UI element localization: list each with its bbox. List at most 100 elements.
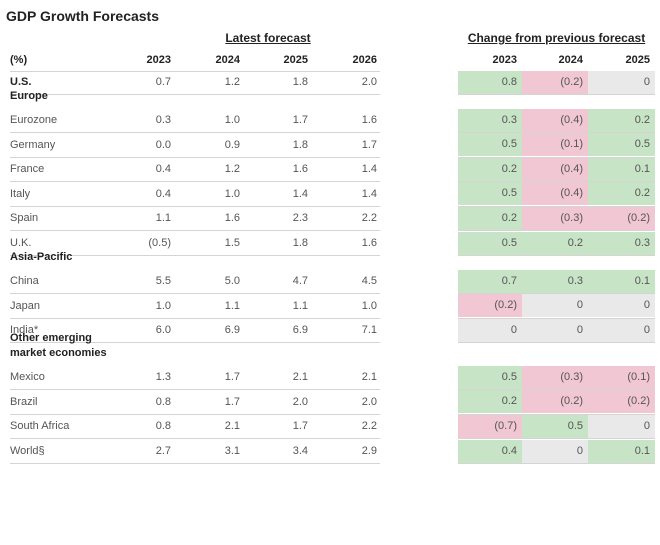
- cell: 1.6: [361, 114, 377, 126]
- change-cell: (0.4): [522, 157, 588, 181]
- separator: [458, 342, 655, 344]
- group-header: Change from previous forecast: [467, 31, 646, 45]
- cell: 2.7: [155, 445, 171, 457]
- change-cell: 0.1: [588, 269, 655, 293]
- cell: 7.1: [361, 324, 377, 337]
- section-heading: Other emerging: [10, 332, 92, 345]
- cell: 1.7: [361, 138, 377, 151]
- row-label: Italy: [10, 187, 31, 200]
- change-cell: 0.5: [458, 182, 522, 206]
- separator: [10, 132, 380, 133]
- separator: [458, 293, 655, 294]
- cell: 6.9: [292, 324, 308, 337]
- change-cell: (0.2): [522, 390, 588, 414]
- cell: 1.4: [361, 187, 377, 200]
- separator: [10, 438, 380, 440]
- separator: [10, 293, 380, 294]
- cell: 1.6: [361, 237, 377, 249]
- change-cell: (0.7): [458, 414, 522, 438]
- group-header: Latest forecast: [225, 31, 311, 45]
- cell: 2.2: [361, 212, 377, 225]
- change-cell: (0.2): [458, 294, 522, 318]
- change-cell: 0.8: [458, 70, 522, 94]
- change-cell: 0: [588, 294, 655, 318]
- separator: [458, 438, 655, 440]
- change-cell: 0.5: [458, 133, 522, 157]
- row-label: India*: [10, 324, 39, 337]
- change-cell: 0.5: [588, 133, 655, 157]
- cell: 2.9: [361, 445, 377, 457]
- separator: [10, 156, 380, 158]
- separator: [458, 255, 655, 256]
- change-cell: (0.1): [522, 133, 588, 157]
- cell: 5.5: [155, 275, 171, 287]
- column-header: 2023: [492, 54, 517, 66]
- cell: 1.8: [292, 138, 308, 151]
- cell: 2.1: [361, 371, 377, 384]
- row-label: China: [10, 275, 39, 287]
- cell: 4.5: [361, 275, 377, 287]
- cell: 0.3: [155, 114, 171, 126]
- title: GDP Growth Forecasts: [6, 8, 160, 24]
- change-cell: (0.3): [522, 365, 588, 389]
- cell: 1.1: [224, 299, 240, 312]
- section-heading: Europe: [10, 90, 48, 102]
- cell: 0.8: [155, 420, 171, 433]
- separator: [10, 342, 380, 344]
- row-label: South Africa: [10, 420, 70, 433]
- row-label: Spain: [10, 212, 39, 225]
- change-cell: 0.2: [458, 206, 522, 230]
- cell: 3.1: [224, 445, 240, 457]
- separator: [458, 94, 655, 95]
- cell: 1.3: [155, 371, 171, 384]
- row-label: Japan: [10, 299, 40, 312]
- change-cell: 0: [588, 318, 655, 342]
- separator: [458, 317, 655, 319]
- separator: [458, 156, 655, 158]
- cell: 1.8: [292, 76, 308, 88]
- change-cell: 0.2: [588, 108, 655, 132]
- cell: 1.4: [361, 163, 377, 176]
- cell: 1.4: [292, 187, 308, 200]
- separator: [10, 255, 380, 256]
- change-cell: (0.1): [588, 365, 655, 389]
- change-cell: (0.2): [588, 390, 655, 414]
- separator: [10, 205, 380, 207]
- column-header: 2026: [352, 54, 377, 66]
- change-cell: 0.2: [458, 390, 522, 414]
- change-cell: 0.2: [522, 231, 588, 255]
- separator: [458, 205, 655, 207]
- cell: 6.9: [224, 324, 240, 337]
- cell: 0.0: [155, 138, 171, 151]
- section-heading: Asia-Pacific: [10, 251, 73, 263]
- change-cell: 0: [458, 318, 522, 342]
- change-cell: 0.5: [522, 414, 588, 438]
- cell: 2.0: [361, 76, 377, 88]
- cell: 1.0: [224, 187, 240, 200]
- cell: 1.0: [155, 299, 171, 312]
- cell: 2.3: [292, 212, 308, 225]
- change-cell: 0: [522, 294, 588, 318]
- cell: 0.7: [155, 76, 171, 88]
- cell: 2.1: [292, 371, 308, 384]
- cell: 1.1: [292, 299, 308, 312]
- cell: 4.7: [292, 275, 308, 287]
- cell: 1.6: [292, 163, 308, 176]
- change-cell: 0.7: [458, 269, 522, 293]
- cell: 0.8: [155, 395, 171, 408]
- cell: 2.0: [292, 395, 308, 408]
- row-label: Eurozone: [10, 114, 58, 126]
- cell: 1.7: [224, 395, 240, 408]
- cell: 2.2: [361, 420, 377, 433]
- change-cell: (0.4): [522, 182, 588, 206]
- change-cell: 0.3: [588, 231, 655, 255]
- cell: 1.7: [292, 114, 308, 126]
- cell: 1.8: [292, 237, 308, 249]
- cell: 5.0: [224, 275, 240, 287]
- separator: [458, 389, 655, 391]
- cell: 1.1: [155, 212, 171, 225]
- row-label: Germany: [10, 138, 56, 151]
- cell: 2.1: [224, 420, 240, 433]
- column-header: 2023: [146, 54, 171, 66]
